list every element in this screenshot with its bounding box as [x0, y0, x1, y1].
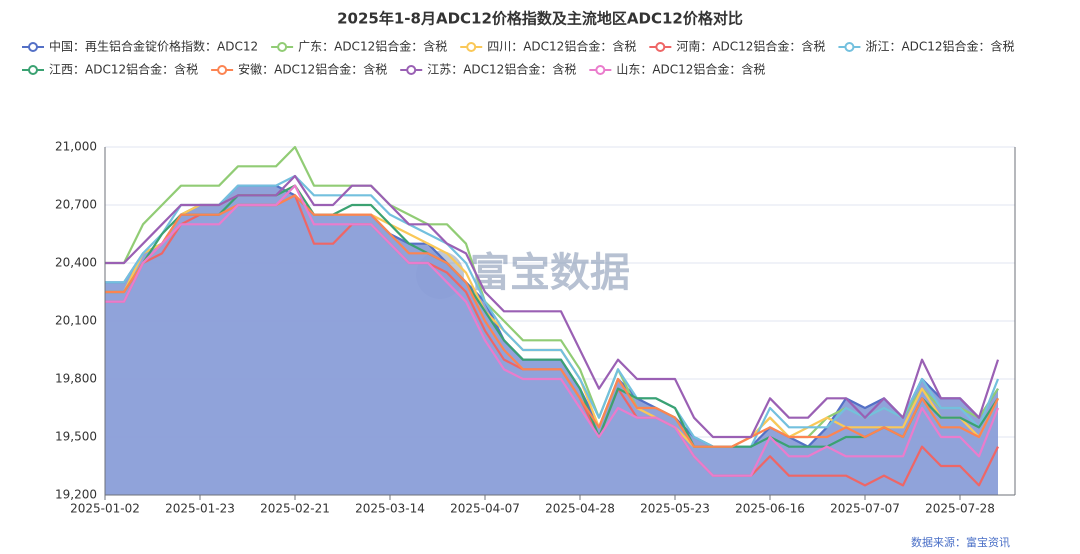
legend-label: 浙江：ADC12铝合金：含税 — [865, 39, 1014, 54]
x-tick-label: 2025-07-07 — [830, 502, 900, 516]
legend-item: 中国：再生铝合金锭价格指数：ADC12 — [22, 39, 258, 54]
legend-marker — [655, 42, 666, 52]
y-tick-label: 19,500 — [55, 430, 97, 444]
x-tick-label: 2025-03-14 — [355, 502, 425, 516]
legend-label: 广东：ADC12铝合金：含税 — [298, 39, 447, 54]
y-tick-label: 20,100 — [55, 314, 97, 328]
legend-label: 山东：ADC12铝合金：含税 — [616, 62, 765, 77]
legend-label: 江苏：ADC12铝合金：含税 — [427, 62, 576, 77]
legend-marker — [595, 65, 606, 75]
chart-title: 2025年1-8月ADC12价格指数及主流地区ADC12价格对比 — [337, 10, 743, 28]
x-tick-label: 2025-01-02 — [70, 502, 140, 516]
y-tick-label: 20,400 — [55, 256, 97, 270]
legend-marker — [28, 65, 38, 75]
legend-item: 江苏：ADC12铝合金：含税 — [400, 62, 576, 77]
legend-marker — [28, 42, 38, 52]
legend-marker — [466, 42, 477, 52]
legend-label: 安徽：ADC12铝合金：含税 — [238, 62, 387, 77]
watermark: 富宝数据 — [470, 250, 630, 296]
x-tick-label: 2025-06-16 — [735, 502, 805, 516]
legend-marker — [217, 65, 228, 75]
legend-label: 江西：ADC12铝合金：含税 — [49, 62, 198, 77]
y-tick-label: 19,200 — [55, 488, 97, 502]
x-tick-label: 2025-04-07 — [450, 502, 520, 516]
legend-item: 广东：ADC12铝合金：含税 — [271, 39, 447, 54]
legend-marker — [844, 42, 855, 52]
legend-item: 河南：ADC12铝合金：含税 — [649, 39, 825, 54]
y-tick-label: 20,700 — [55, 198, 97, 212]
x-tick-label: 2025-04-28 — [545, 502, 615, 516]
series-line — [105, 174, 1000, 439]
x-tick-label: 2025-07-28 — [925, 502, 995, 516]
legend-item: 四川：ADC12铝合金：含税 — [460, 39, 636, 54]
legend-label: 中国：再生铝合金锭价格指数：ADC12 — [49, 39, 258, 54]
legend-label: 河南：ADC12铝合金：含税 — [676, 39, 825, 54]
legend-item: 江西：ADC12铝合金：含税 — [22, 62, 198, 77]
x-tick-label: 2025-02-21 — [260, 502, 330, 516]
legend-marker — [277, 42, 288, 52]
legend-marker — [406, 65, 417, 75]
legend-item: 山东：ADC12铝合金：含税 — [589, 62, 765, 77]
legend-item: 安徽：ADC12铝合金：含税 — [211, 62, 387, 77]
area — [105, 185, 998, 495]
x-tick-label: 2025-01-23 — [165, 502, 235, 516]
legend-label: 四川：ADC12铝合金：含税 — [487, 39, 636, 54]
series-line — [105, 174, 1000, 448]
series-line — [105, 184, 1000, 477]
source: 数据来源：富宝资讯 — [911, 535, 1010, 549]
y-tick-label: 19,800 — [55, 372, 97, 386]
x-tick-label: 2025-05-23 — [640, 502, 710, 516]
y-tick-label: 21,000 — [55, 140, 97, 154]
legend-item: 浙江：ADC12铝合金：含税 — [838, 39, 1015, 54]
